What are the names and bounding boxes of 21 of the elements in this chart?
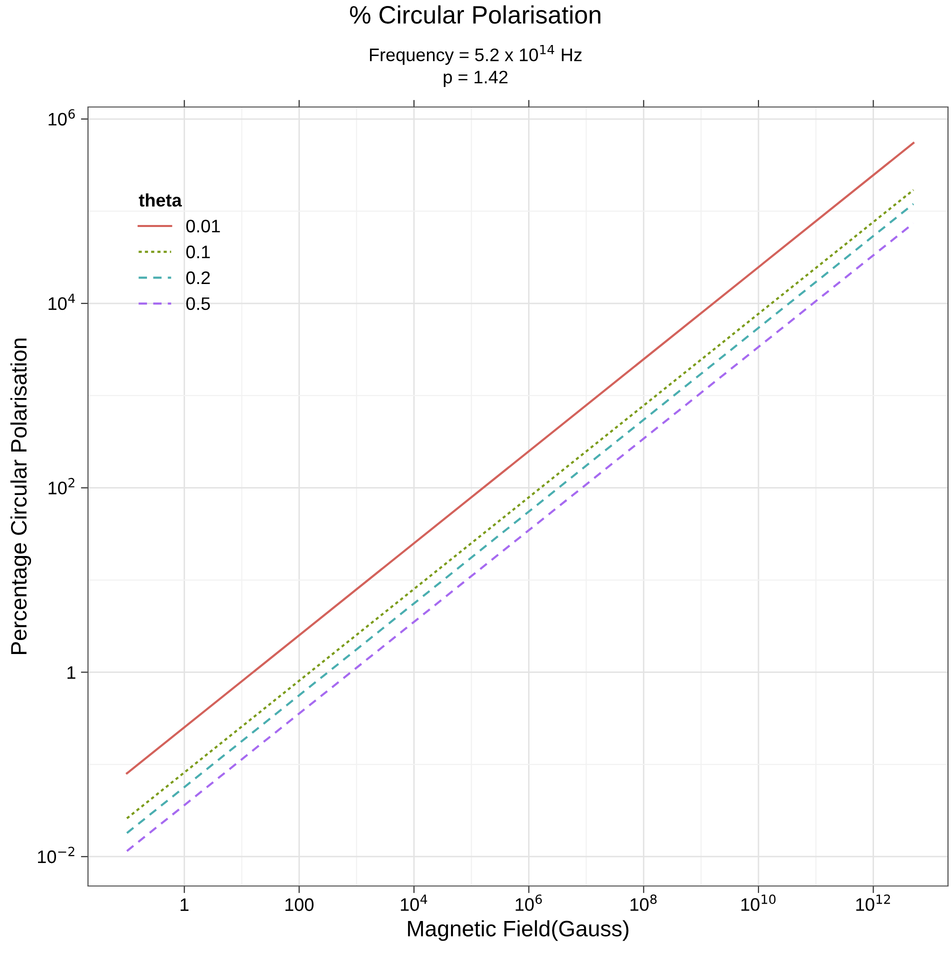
y-tick-label: 10$^{2}$ (48, 478, 74, 494)
x-tick-label: 10$^{8}$ (630, 894, 657, 911)
legend-label: 0.5 (186, 297, 210, 310)
x-tick-label: 10$^{12}$ (856, 894, 890, 911)
x-axis-title: Magnetic Field(Gauss) (408, 920, 628, 941)
legend-label: 0.01 (186, 220, 220, 232)
x-tick-label: 10$^{10}$ (741, 894, 776, 911)
y-tick-label: 10$^{6}$ (48, 109, 75, 126)
x-tick-label: 100 (285, 898, 314, 912)
y-tick-label: 1 (68, 666, 76, 679)
legend-label: 0.2 (186, 271, 210, 284)
legend-title: theta (138, 193, 182, 207)
x-tick-label: 1 (180, 898, 188, 911)
x-tick-label: 10$^{4}$ (400, 894, 428, 911)
text: Frequency = 5.2 x 10$^{14}$ Hz p = 1.42 (370, 44, 582, 88)
chart-title: % Circular Polarisation (350, 5, 600, 24)
y-axis-title: Percentage Circular Polarisation (10, 338, 32, 654)
legend-label: 0.1 (186, 246, 210, 258)
x-tick-label: 10$^{6}$ (516, 894, 542, 911)
y-tick-label: 10$^{4}$ (48, 294, 75, 310)
y-tick-label: 10$^{−2}$ (38, 846, 74, 864)
